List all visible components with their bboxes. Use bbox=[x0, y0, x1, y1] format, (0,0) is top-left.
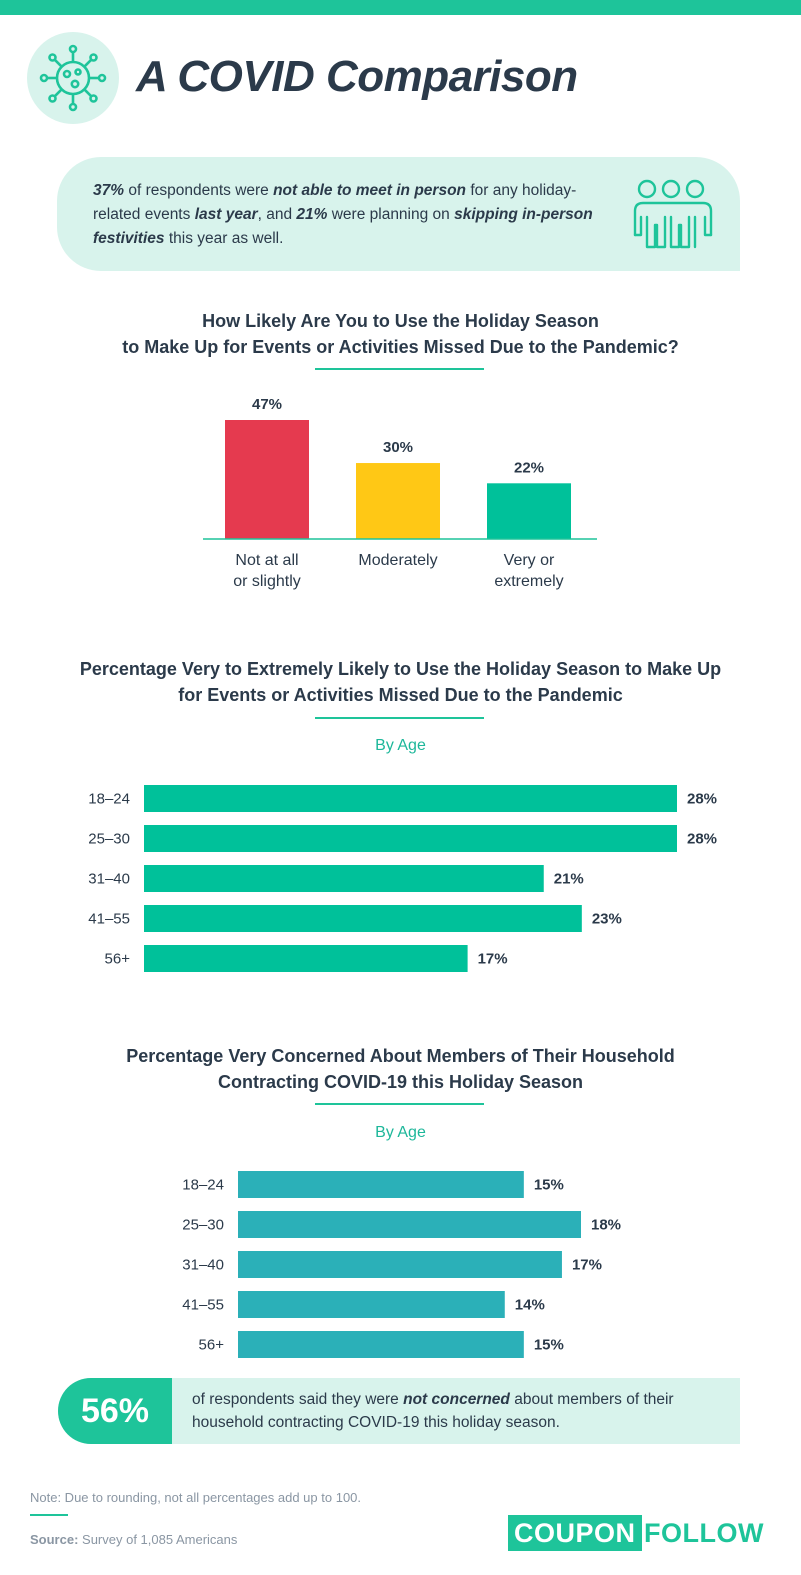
chart1-value-label-0: 47% bbox=[252, 396, 282, 413]
stat-text: of respondents said they were not concer… bbox=[192, 1391, 674, 1431]
stat-callout: 56% of respondents said they were not co… bbox=[58, 1378, 740, 1444]
chart2-title-rule bbox=[315, 717, 484, 719]
source-line: Source: Survey of 1,085 Americans bbox=[30, 1532, 238, 1547]
chart3-bar-3 bbox=[238, 1291, 505, 1318]
chart1-category-label-0: Not at all bbox=[235, 552, 298, 569]
chart3-value-label-3: 14% bbox=[515, 1297, 545, 1314]
chart3-category-label-2: 31–40 bbox=[182, 1257, 224, 1274]
chart3-bar-1 bbox=[238, 1211, 581, 1238]
chart1-value-label-1: 30% bbox=[383, 439, 413, 456]
chart1-category-label-2-line2: extremely bbox=[494, 573, 563, 590]
chart3-value-label-4: 15% bbox=[534, 1337, 564, 1354]
chart2-title-line2: for Events or Activities Missed Due to t… bbox=[178, 685, 623, 705]
chart1-bar-2 bbox=[487, 483, 571, 539]
chart2-value-label-4: 17% bbox=[478, 951, 508, 968]
chart1-bar-0 bbox=[225, 420, 309, 539]
chart1-title: How Likely Are You to Use the Holiday Se… bbox=[0, 308, 801, 360]
chart3-value-label-1: 18% bbox=[591, 1217, 621, 1234]
chart1-svg: 47% Not at all or slightly 30% Moderately 22%… bbox=[203, 396, 597, 590]
virus-badge bbox=[27, 32, 119, 124]
chart1-value-label-2: 22% bbox=[514, 459, 544, 476]
footnote-rule bbox=[30, 1514, 68, 1516]
chart3-bar-4 bbox=[238, 1331, 524, 1358]
chart3-title-line1: Percentage Very Concerned About Members … bbox=[126, 1046, 675, 1066]
chart1-category-label-1: Moderately bbox=[358, 552, 437, 569]
chart2-category-label-4: 56+ bbox=[105, 951, 131, 968]
chart1-title-line1: How Likely Are You to Use the Holiday Se… bbox=[202, 311, 599, 331]
stat-value: 56% bbox=[58, 1378, 172, 1444]
chart3-category-label-0: 18–24 bbox=[182, 1177, 224, 1194]
intro-callout-text: 37% of respondents were not able to meet… bbox=[93, 182, 593, 247]
chart2-title-line1: Percentage Very to Extremely Likely to U… bbox=[79, 659, 722, 679]
chart2-bar-2 bbox=[144, 865, 544, 892]
chart2-title: Percentage Very to Extremely Likely to U… bbox=[0, 656, 801, 708]
chart2-bar-4 bbox=[144, 945, 468, 972]
chart1-title-rule bbox=[315, 368, 484, 370]
chart2-svg: 18–24 28% 25–30 28% 31–40 21% 41–55 23% 56+ 17% bbox=[88, 785, 717, 972]
chart2-category-label-3: 41–55 bbox=[88, 911, 130, 928]
chart3-title: Percentage Very Concerned About Members … bbox=[0, 1043, 801, 1095]
chart3-category-label-3: 41–55 bbox=[182, 1297, 224, 1314]
top-accent-bar bbox=[0, 0, 801, 15]
chart2-category-label-0: 18–24 bbox=[88, 791, 130, 808]
footnote: Note: Due to rounding, not all percentag… bbox=[30, 1490, 362, 1505]
chart3-value-label-0: 15% bbox=[534, 1177, 564, 1194]
page-title: A COVID Comparison bbox=[136, 52, 578, 101]
chart2-category-label-1: 25–30 bbox=[88, 831, 130, 848]
chart2-value-label-2: 21% bbox=[554, 871, 584, 888]
chart3-category-label-4: 56+ bbox=[199, 1337, 225, 1354]
chart3-bar-0 bbox=[238, 1171, 524, 1198]
chart3-subtitle: By Age bbox=[375, 1124, 426, 1141]
chart2-value-label-3: 23% bbox=[592, 911, 622, 928]
chart3-category-label-1: 25–30 bbox=[182, 1217, 224, 1234]
chart2-subtitle: By Age bbox=[375, 737, 426, 754]
chart2-bar-0 bbox=[144, 785, 677, 812]
logo-coupon: COUPON bbox=[508, 1515, 642, 1551]
chart3-svg: 18–24 15% 25–30 18% 31–40 17% 41–55 14% 56+ 15% bbox=[182, 1171, 621, 1358]
chart1-category-label-2: Very or bbox=[504, 552, 555, 569]
intro-callout: 37% of respondents were not able to meet… bbox=[57, 157, 740, 271]
chart3-title-line2: Contracting COVID-19 this Holiday Season bbox=[217, 1072, 584, 1092]
chart3-value-label-2: 17% bbox=[572, 1257, 602, 1274]
logo-follow: FOLLOW bbox=[644, 1518, 764, 1548]
chart3-bar-2 bbox=[238, 1251, 562, 1278]
chart1-bar-1 bbox=[356, 463, 440, 539]
chart2-value-label-1: 28% bbox=[687, 831, 717, 848]
chart2-bar-3 bbox=[144, 905, 582, 932]
chart1-title-line2: to Make Up for Events or Activities Miss… bbox=[122, 337, 679, 357]
chart2-bar-1 bbox=[144, 825, 677, 852]
chart2-value-label-0: 28% bbox=[687, 791, 717, 808]
people-group-icon bbox=[633, 179, 713, 249]
virus-icon bbox=[39, 44, 107, 112]
chart1-category-label-0-line2: or slightly bbox=[233, 573, 301, 590]
chart2-category-label-2: 31–40 bbox=[88, 871, 130, 888]
chart3-title-rule bbox=[315, 1103, 484, 1105]
